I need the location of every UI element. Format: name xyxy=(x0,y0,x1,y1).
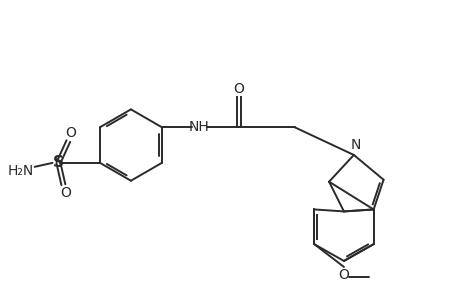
Text: O: O xyxy=(65,126,76,140)
Text: NH: NH xyxy=(189,120,209,134)
Text: H₂N: H₂N xyxy=(8,164,34,178)
Text: S: S xyxy=(53,155,64,170)
Text: O: O xyxy=(60,186,71,200)
Text: O: O xyxy=(338,268,349,282)
Text: N: N xyxy=(350,138,360,152)
Text: O: O xyxy=(233,82,244,96)
